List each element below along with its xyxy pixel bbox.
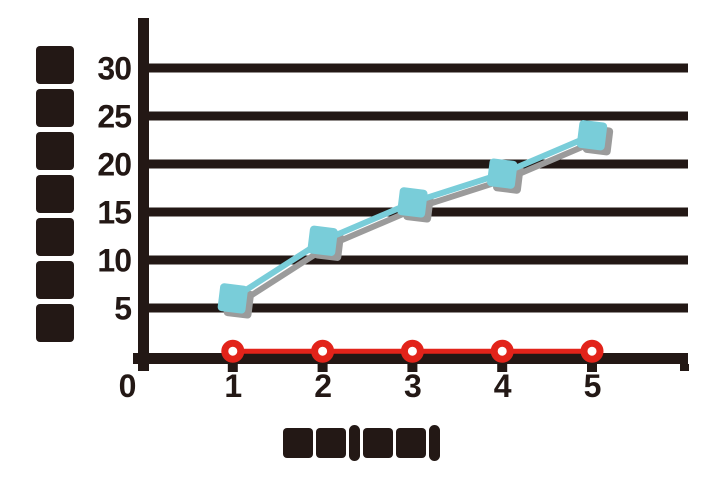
gridline-y-10 — [140, 255, 688, 265]
y-title-glyph-block — [36, 218, 74, 256]
x-tick-3 — [407, 364, 418, 372]
x-title-glyph-block — [396, 428, 426, 458]
y-tick-label-20: 20 — [97, 147, 131, 183]
x-tick-label-4: 4 — [494, 368, 512, 404]
gridline-y-25 — [140, 111, 688, 121]
y-title-glyph-block — [36, 46, 74, 84]
y-tick-label-10: 10 — [97, 243, 131, 279]
open-circle-marker — [311, 339, 335, 363]
gridline-y-30 — [140, 63, 688, 73]
y-title-glyph-block — [36, 261, 74, 299]
square-marker — [397, 187, 428, 218]
open-circle-marker — [400, 339, 424, 363]
x-title-glyph-block — [363, 428, 393, 458]
x-tick-label-2: 2 — [314, 368, 331, 404]
gridline-y-20 — [140, 159, 688, 169]
y-title-glyph-block — [36, 304, 74, 342]
x-title-glyph-open-paren — [349, 425, 360, 461]
x-axis-end-tick — [680, 364, 689, 371]
x-tick-5 — [587, 364, 597, 372]
x-tick-2 — [317, 364, 328, 372]
y-title-glyph-block — [36, 132, 74, 170]
y-tick-label-5: 5 — [114, 291, 131, 327]
x-tick-label-5: 5 — [584, 368, 601, 404]
open-circle-marker — [580, 339, 604, 363]
x-title-glyph-block — [283, 428, 313, 458]
x-tick-4 — [497, 364, 508, 372]
x-tick-label-0: 0 — [119, 368, 136, 404]
square-marker — [217, 283, 248, 314]
y-title-glyph-block — [36, 175, 74, 213]
y-title-glyph-block — [36, 89, 74, 127]
y-tick-label-30: 30 — [97, 51, 131, 87]
x-title-glyph-block — [316, 428, 346, 458]
y-tick-label-25: 25 — [97, 99, 131, 135]
y-tick-label-15: 15 — [97, 195, 131, 231]
open-circle-marker — [221, 339, 245, 363]
square-marker — [487, 158, 518, 189]
x-tick-label-1: 1 — [224, 368, 241, 404]
x-tick-label-3: 3 — [404, 368, 421, 404]
series-flat-series — [221, 339, 604, 363]
square-marker — [576, 120, 608, 151]
y-axis-line — [138, 18, 149, 371]
x-title-glyph-close-paren — [429, 425, 440, 461]
square-marker — [307, 225, 338, 256]
open-circle-marker — [490, 339, 514, 363]
gridline-y-5 — [140, 303, 688, 313]
y-axis-title — [36, 46, 74, 342]
x-tick-1 — [227, 364, 238, 372]
series-increasing-series — [217, 120, 608, 314]
x-axis-title — [283, 424, 440, 462]
